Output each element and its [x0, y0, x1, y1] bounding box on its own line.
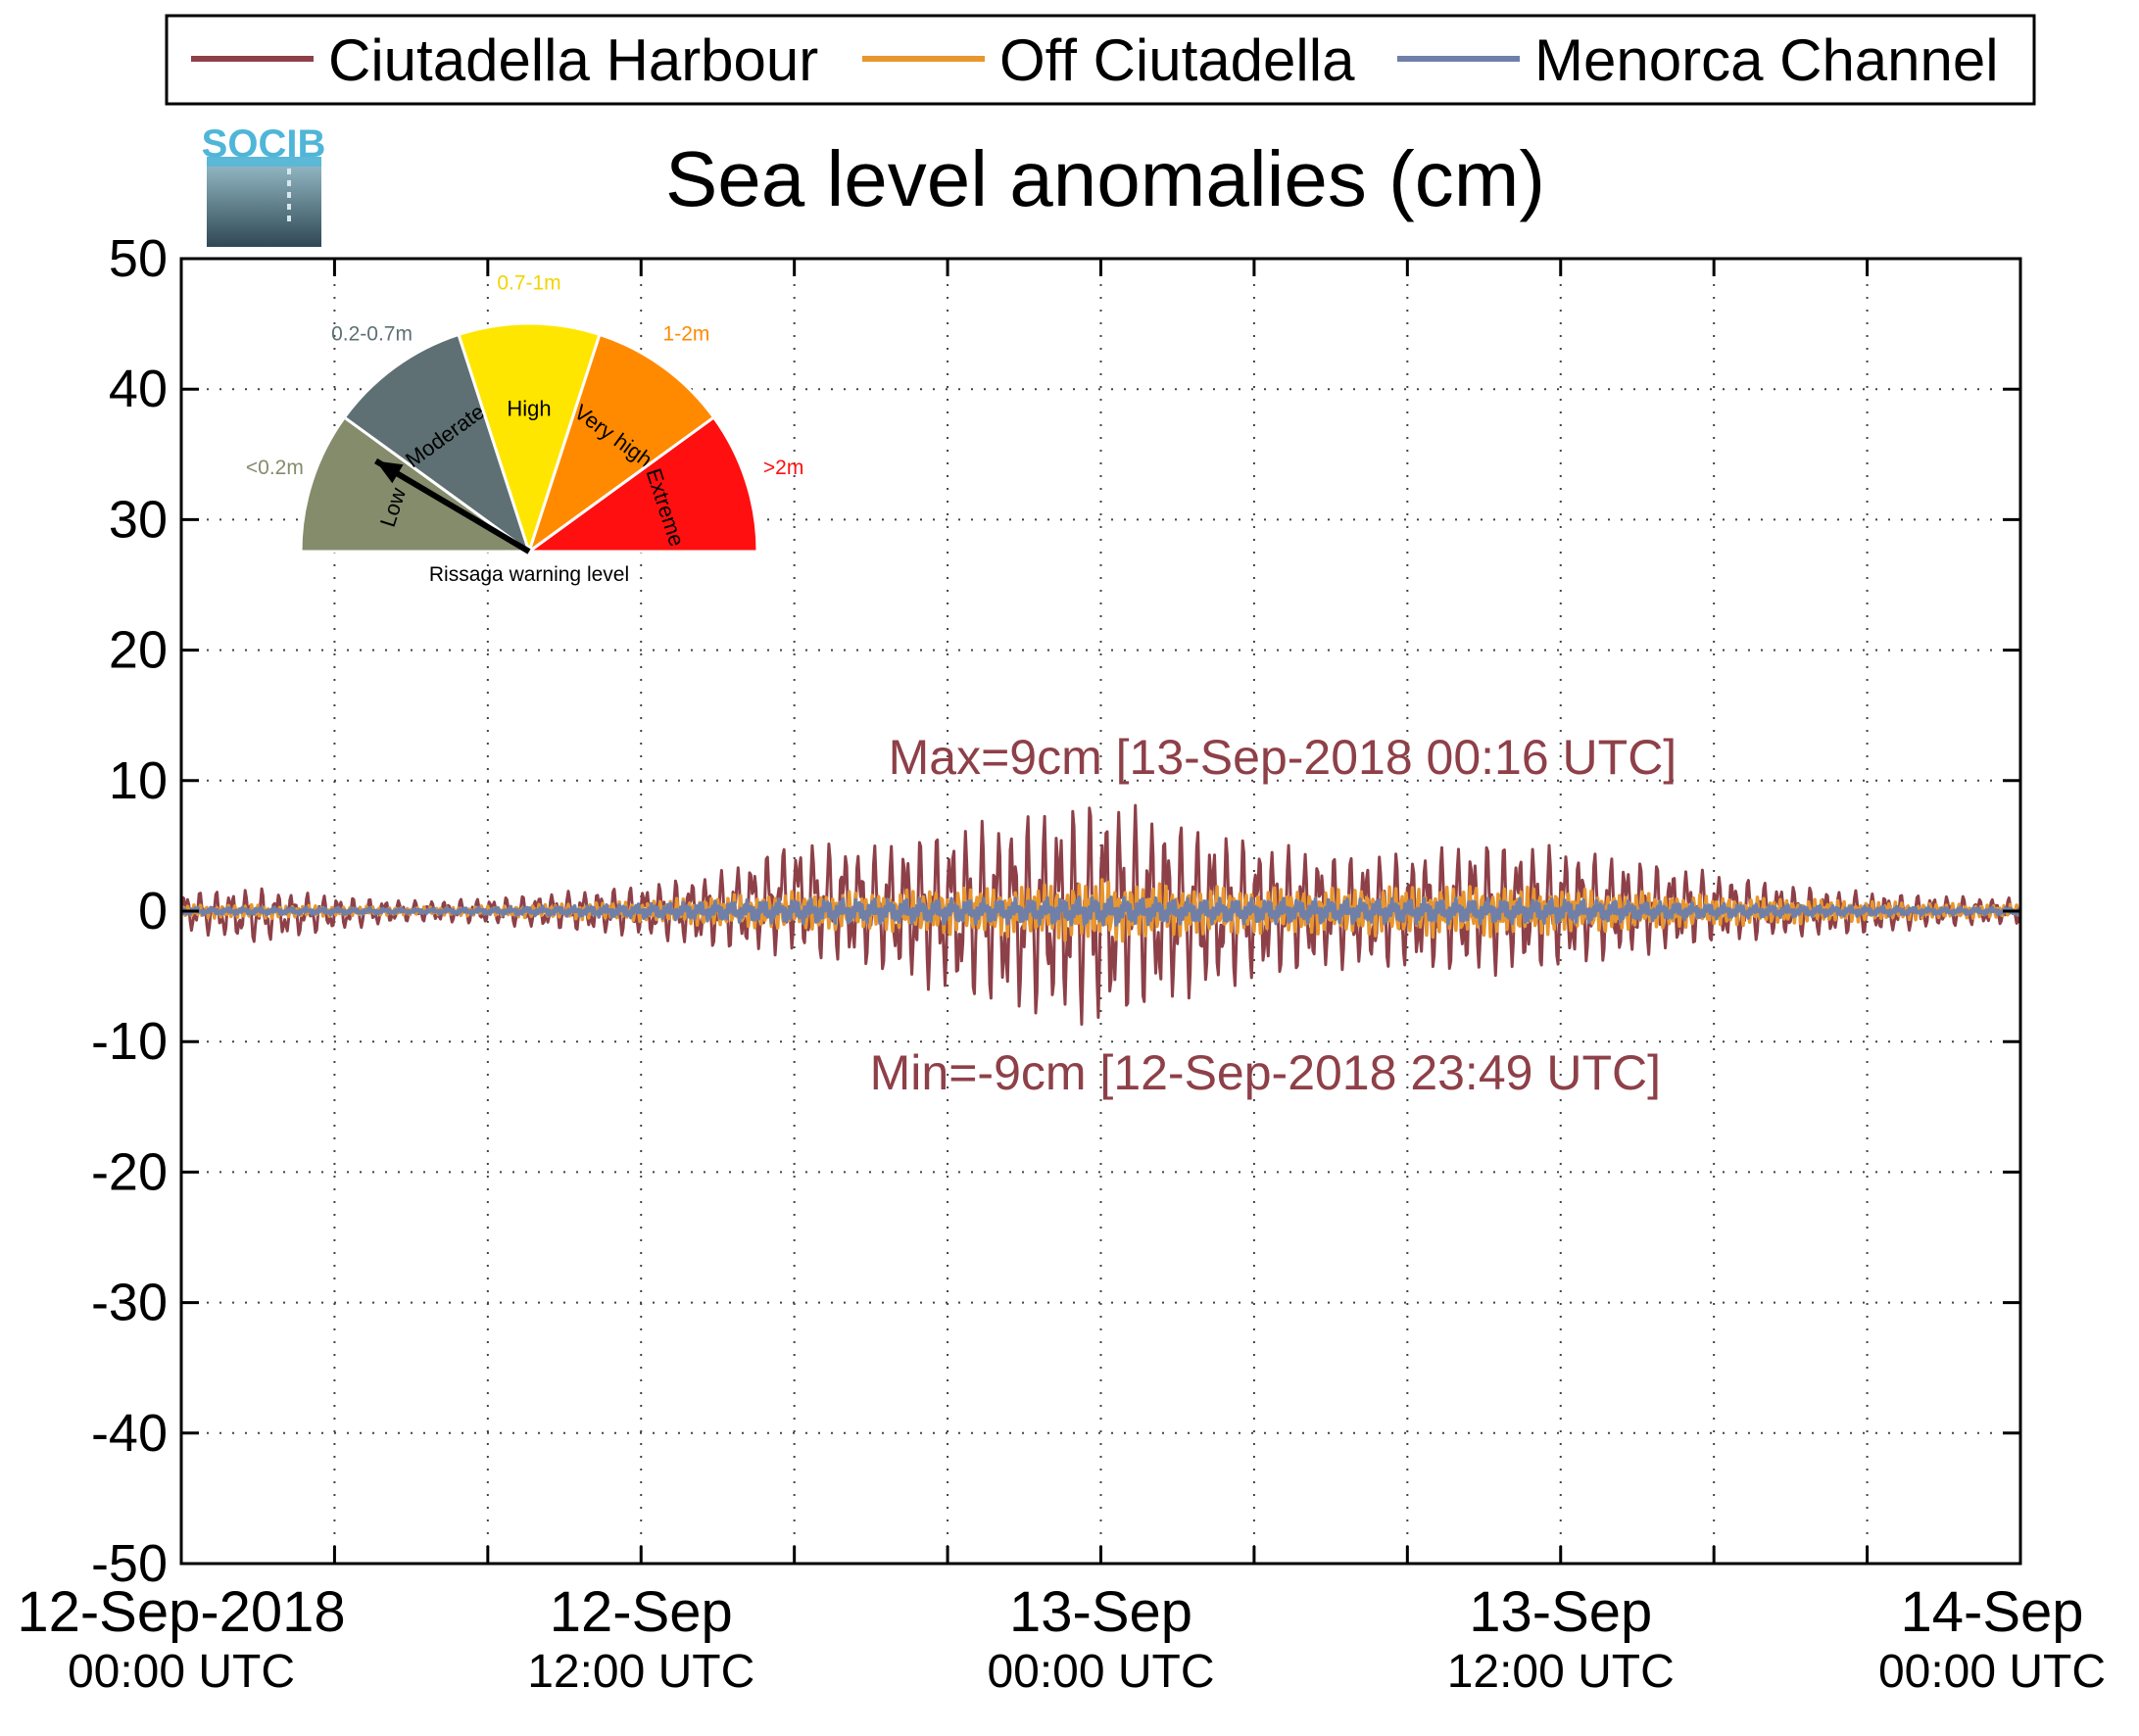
- y-tick-label: 50: [109, 229, 168, 288]
- legend-box: [165, 14, 2036, 106]
- gauge-sector-label: High: [507, 396, 551, 420]
- legend: Ciutadella Harbour Off Ciutadella Menorca …: [165, 14, 2036, 106]
- x-tick-sublabel: 00:00 UTC: [68, 1646, 295, 1698]
- x-tick-label: 12-Sep-2018: [17, 1580, 345, 1644]
- x-tick-sublabel: 00:00 UTC: [1878, 1646, 2106, 1698]
- x-tick-label: 12-Sep: [550, 1580, 733, 1644]
- gauge-sector-very-high: [526, 332, 716, 555]
- legend-label: Off Ciutadella: [999, 27, 1355, 93]
- y-tick-label: 40: [109, 360, 168, 418]
- legend-label: Menorca Channel: [1534, 27, 1999, 93]
- x-tick-sublabel: 12:00 UTC: [527, 1646, 754, 1698]
- annotation-label: Max=9cm [13-Sep-2018 00:16 UTC]: [889, 730, 1677, 785]
- series-layer: [181, 803, 2020, 1026]
- y-tick-label: -20: [91, 1142, 168, 1201]
- y-tick-label: 10: [109, 751, 168, 810]
- y-tick-label: -50: [91, 1534, 168, 1593]
- x-tick-label: 13-Sep: [1469, 1580, 1652, 1644]
- y-tick-label: 20: [109, 621, 168, 680]
- y-tick-label: 30: [109, 490, 168, 549]
- y-axis: 50 40 30 20 10 0 -10 -20 -30 -40 -50: [91, 229, 2020, 1593]
- gauge-range-label: 0.2-0.7m: [331, 323, 413, 346]
- y-tick-label: 0: [138, 882, 168, 940]
- chart-title: Sea level anomalies (cm): [665, 135, 1545, 222]
- gauge-sector-high: [457, 321, 602, 556]
- gauge-sector-extreme: [524, 414, 759, 554]
- gauge-range-label: >2m: [763, 457, 803, 479]
- gauge-title: Rissaga warning level: [429, 563, 629, 586]
- x-tick-sublabel: 00:00 UTC: [987, 1646, 1214, 1698]
- annotation-label: Min=-9cm [12-Sep-2018 23:49 UTC]: [870, 1045, 1661, 1100]
- logo-text: SOCIB: [202, 122, 326, 166]
- x-tick-sublabel: 12:00 UTC: [1447, 1646, 1675, 1698]
- logo-band: [207, 157, 321, 167]
- y-tick-label: -10: [91, 1012, 168, 1071]
- gauge-needle: [374, 458, 531, 555]
- y-tick-label: -40: [91, 1404, 168, 1463]
- legend-items: Ciutadella Harbour Off Ciutadella Menorca …: [191, 27, 1999, 93]
- socib-logo: SOCIB: [202, 122, 326, 247]
- x-tick-label: 14-Sep: [1900, 1580, 2083, 1644]
- x-tick-label: 13-Sep: [1009, 1580, 1192, 1644]
- gauge-range-label: 1-2m: [663, 323, 710, 346]
- gauge-sector-moderate: [342, 332, 532, 555]
- series-line-menorca-channel: [181, 895, 2020, 927]
- logo-block: [207, 167, 321, 247]
- gauge-range-label: <0.2m: [246, 457, 304, 479]
- gauge-range-label: 0.7-1m: [497, 272, 560, 295]
- annotations: Max=9cm [13-Sep-2018 00:16 UTC] Min=-9cm …: [870, 730, 1677, 1100]
- y-tick-label: -30: [91, 1274, 168, 1332]
- legend-label: Ciutadella Harbour: [328, 27, 818, 93]
- gauge-needle-head: [375, 460, 404, 484]
